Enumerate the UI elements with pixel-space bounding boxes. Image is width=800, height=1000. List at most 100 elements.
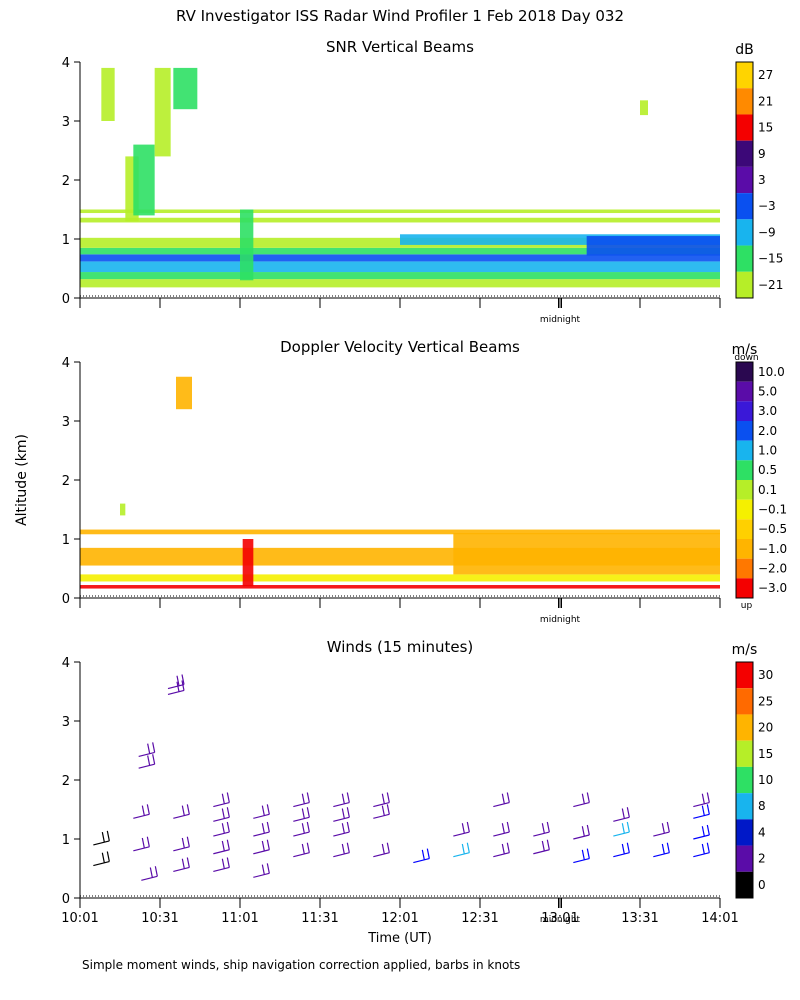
barb-flag xyxy=(586,824,590,836)
x-tick-label: 13:31 xyxy=(621,911,658,926)
barb-flag xyxy=(701,805,705,816)
colorbar-tick-label: 27 xyxy=(758,68,773,82)
barb-staff xyxy=(213,816,230,822)
echo-band xyxy=(80,247,720,255)
barb-flag xyxy=(666,842,670,853)
wind-barb xyxy=(333,807,350,822)
barb-staff xyxy=(253,849,270,855)
wind-barb xyxy=(213,807,230,822)
echo-band xyxy=(586,236,720,256)
wind-barb xyxy=(293,792,310,808)
midnight-label: midnight xyxy=(540,915,581,925)
barb-staff xyxy=(253,872,270,878)
barb-flag xyxy=(581,793,585,804)
colorbar-tick-label: −15 xyxy=(758,252,783,266)
wind-barb xyxy=(693,824,710,840)
y-tick-label: 1 xyxy=(62,533,70,548)
barb-staff xyxy=(333,801,350,808)
wind-barb xyxy=(93,830,110,846)
barb-flag xyxy=(706,824,710,836)
midnight-label: midnight xyxy=(540,315,581,325)
echo-band xyxy=(453,533,720,575)
wind-barb xyxy=(573,848,590,864)
barb-flag xyxy=(346,821,350,833)
barb-flag xyxy=(106,830,110,842)
barb-staff xyxy=(693,834,710,840)
colorbar-segment xyxy=(736,539,753,559)
colorbar-tick-label: −0.5 xyxy=(758,522,787,536)
barb-flag xyxy=(261,823,265,834)
barb-flag xyxy=(706,804,710,815)
wind-barb xyxy=(138,742,156,757)
barb-flag xyxy=(381,805,385,816)
colorbar-frame xyxy=(735,61,754,299)
y-tick-label: 3 xyxy=(62,715,70,730)
barb-staff xyxy=(453,852,470,858)
barb-staff xyxy=(253,831,270,837)
x-axis-label: Time (UT) xyxy=(367,931,432,946)
barb-staff xyxy=(253,813,270,819)
barb-flag xyxy=(706,792,710,803)
barb-flag xyxy=(661,843,665,855)
barb-staff xyxy=(213,849,230,855)
colorbar-segment xyxy=(736,62,753,89)
echo-band xyxy=(80,585,720,589)
echo-band xyxy=(80,261,720,273)
barb-flag xyxy=(586,848,590,859)
barb-flag xyxy=(152,754,156,765)
barb-flag xyxy=(341,823,345,834)
barb-flag xyxy=(501,823,505,834)
colorbar-tick-label: 1.0 xyxy=(758,444,777,458)
colorbar-tick-label: 9 xyxy=(758,147,766,161)
echo-band xyxy=(80,254,720,262)
barb-staff xyxy=(167,689,185,696)
y-tick-label: 0 xyxy=(62,592,70,607)
plot-area xyxy=(80,376,720,589)
colorbar-segment xyxy=(736,421,753,441)
barb-flag xyxy=(466,821,470,833)
barb-flag xyxy=(226,857,230,868)
wind-barb xyxy=(253,821,270,837)
wind-barb xyxy=(253,804,270,819)
barb-flag xyxy=(181,680,185,691)
barb-staff xyxy=(213,866,230,873)
colorbar-segment xyxy=(736,519,753,539)
wind-barb xyxy=(453,821,470,837)
barb-staff xyxy=(493,831,510,837)
colorbar-segment xyxy=(736,558,753,579)
barb-flag xyxy=(626,821,630,833)
colorbar-tick-label: 2 xyxy=(758,852,766,866)
barb-flag xyxy=(626,842,630,853)
colorbar-frame xyxy=(735,361,754,599)
barb-flag xyxy=(621,808,625,819)
echo-band xyxy=(80,272,720,280)
echo-band xyxy=(80,529,720,535)
wind-barb xyxy=(653,842,670,858)
wind-barb xyxy=(213,839,230,855)
colorbar-segment xyxy=(736,578,753,598)
barb-flag xyxy=(226,807,230,818)
y-tick-label: 0 xyxy=(62,892,70,907)
x-tick-label: 13:01 xyxy=(541,911,578,926)
barb-flag xyxy=(306,792,310,803)
barb-flag xyxy=(266,821,270,833)
barb-flag xyxy=(661,823,665,834)
barb-staff xyxy=(613,816,630,822)
colorbar-unit: dB xyxy=(735,42,754,58)
barb-flag xyxy=(152,742,156,753)
barb-flag xyxy=(106,851,110,862)
y-tick-label: 4 xyxy=(62,56,70,71)
barb-staff xyxy=(573,858,590,864)
barb-flag xyxy=(301,843,305,855)
barb-staff xyxy=(213,801,230,808)
colorbar-tick-label: −1.0 xyxy=(758,542,787,556)
y-tick-label: 1 xyxy=(62,233,70,248)
wind-barb xyxy=(693,792,710,808)
barb-flag xyxy=(181,674,185,685)
x-tick-label: 14:01 xyxy=(701,911,738,926)
barb-staff xyxy=(293,831,310,837)
wind-barb xyxy=(173,836,190,852)
colorbar-segment xyxy=(736,819,753,846)
wind-barb xyxy=(493,792,510,808)
barb-flag xyxy=(221,793,225,804)
